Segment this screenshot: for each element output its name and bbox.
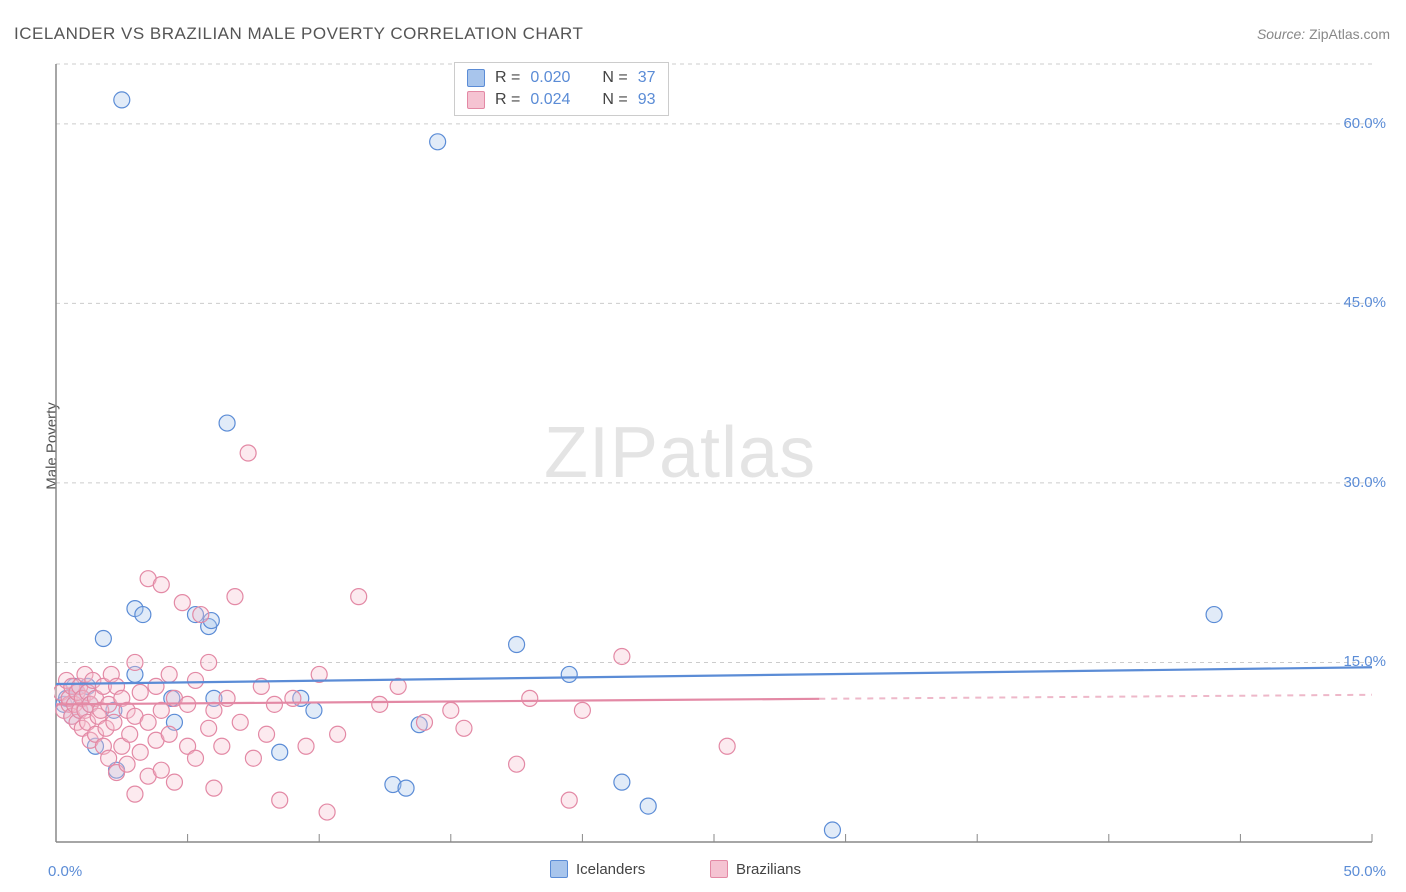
- stat-swatch: [467, 91, 485, 109]
- y-tick-60: 60.0%: [1343, 115, 1386, 132]
- stat-r-value: 0.020: [530, 69, 570, 87]
- chart-title: ICELANDER VS BRAZILIAN MALE POVERTY CORR…: [14, 24, 583, 44]
- correlation-legend: R = 0.020 N = 37 R = 0.024 N = 93: [454, 62, 669, 116]
- scatter-chart: [54, 62, 1374, 844]
- y-tick-45: 45.0%: [1343, 294, 1386, 311]
- legend-swatch-brazilians: [710, 860, 728, 878]
- stat-n-label: N =: [602, 69, 627, 87]
- stat-n-value: 93: [638, 91, 656, 109]
- stat-row: R = 0.024 N = 93: [467, 89, 656, 111]
- stat-r-value: 0.024: [530, 91, 570, 109]
- stat-n-label: N =: [602, 91, 627, 109]
- y-tick-30: 30.0%: [1343, 474, 1386, 491]
- legend-swatch-icelanders: [550, 860, 568, 878]
- stat-swatch: [467, 69, 485, 87]
- stat-r-label: R =: [495, 69, 520, 87]
- stat-row: R = 0.020 N = 37: [467, 67, 656, 89]
- stat-r-label: R =: [495, 91, 520, 109]
- legend-brazilians: Brazilians: [710, 860, 801, 878]
- source-value: ZipAtlas.com: [1309, 26, 1390, 42]
- source-label: Source:: [1257, 26, 1305, 42]
- legend-label-icelanders: Icelanders: [576, 861, 645, 878]
- legend-label-brazilians: Brazilians: [736, 861, 801, 878]
- legend-icelanders: Icelanders: [550, 860, 645, 878]
- x-tick-50: 50.0%: [1343, 863, 1386, 880]
- y-tick-15: 15.0%: [1343, 653, 1386, 670]
- x-tick-0: 0.0%: [48, 863, 82, 880]
- source-attribution: Source: ZipAtlas.com: [1257, 26, 1390, 42]
- plot-area: ZIPatlas R = 0.020N = 37R = 0.024N = 93: [54, 62, 1374, 844]
- stat-n-value: 37: [638, 69, 656, 87]
